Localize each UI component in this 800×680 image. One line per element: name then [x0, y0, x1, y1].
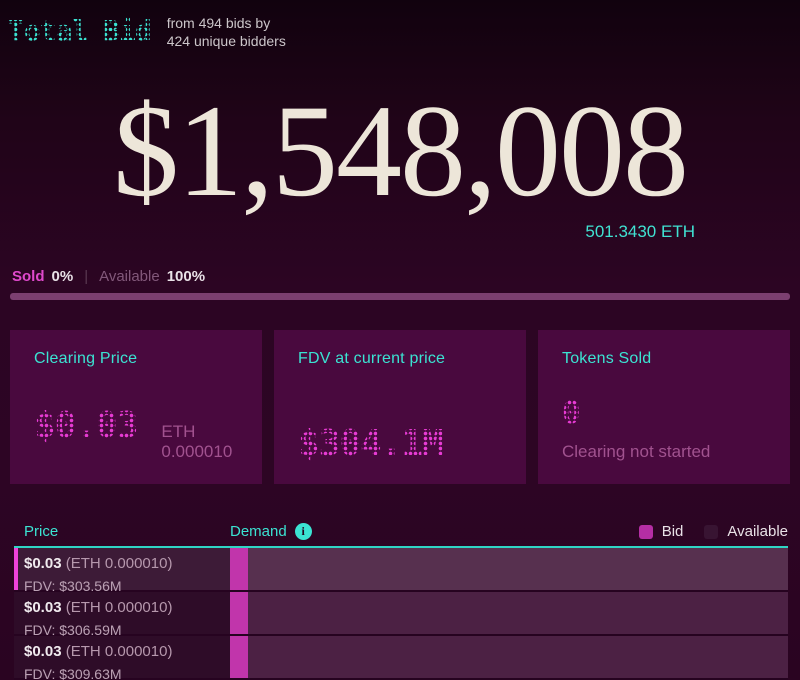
available-value: 100% [166, 268, 206, 286]
clearing-price-card: Clearing Price $0.03 ETH 0.000010 [10, 330, 262, 485]
row-fdv: FDV: $309.63M [24, 666, 122, 680]
chart-legend: Bid Available [638, 523, 788, 541]
clearing-price-eth: ETH 0.000010 [161, 422, 233, 462]
row-price-eth: (ETH 0.000010) [65, 599, 173, 617]
bid-legend-label: Bid [661, 523, 684, 541]
demand-cell [230, 548, 788, 591]
bid-bar [230, 548, 248, 591]
bid-bar [230, 592, 248, 635]
available-legend-label: Available [727, 523, 788, 541]
available-label: Available [99, 268, 160, 286]
bid-bar [230, 636, 248, 679]
price-cell: $0.03 (ETH 0.000010) FDV: $306.59M [14, 592, 230, 638]
available-bar [248, 636, 788, 679]
demand-column-header: Demand [230, 523, 287, 541]
clearing-price-value: $0.03 [34, 405, 138, 447]
page-header: Total Bid from 494 bids by 424 unique bi… [0, 12, 800, 74]
row-price-usd: $0.03 [24, 555, 62, 573]
table-header: Price Demand i Bid Available [14, 517, 788, 549]
available-bar [248, 548, 788, 591]
sold-label: Sold [12, 268, 45, 286]
tokens-sold-card: Tokens Sold 0 Clearing not started [538, 330, 790, 485]
sold-value: 0% [51, 268, 74, 286]
row-price-usd: $0.03 [24, 599, 62, 617]
bid-swatch [638, 524, 653, 539]
current-price-accent [14, 548, 18, 591]
price-column-header: Price [24, 523, 59, 541]
demand-table: Price Demand i Bid Available $0.03 (ETH … [14, 517, 788, 680]
bids-summary-text: from 494 bids by 424 unique bidders [166, 15, 286, 49]
row-fdv: FDV: $303.56M [24, 578, 122, 595]
price-cell: $0.03 (ETH 0.000010) FDV: $309.63M [14, 636, 230, 680]
divider: | [84, 268, 89, 286]
available-swatch [704, 524, 719, 539]
info-icon[interactable]: i [294, 523, 312, 541]
row-price-usd: $0.03 [24, 643, 62, 661]
supply-progress-bar [10, 293, 790, 301]
table-row[interactable]: $0.03 (ETH 0.000010) FDV: $303.56M [14, 548, 788, 594]
page-title: Total Bid [8, 12, 152, 50]
table-row[interactable]: $0.03 (ETH 0.000010) FDV: $306.59M [14, 592, 788, 638]
fdv-value: $304.1M [298, 423, 444, 465]
available-bar [248, 592, 788, 635]
row-price-eth: (ETH 0.000010) [65, 555, 173, 573]
row-fdv: FDV: $306.59M [24, 622, 122, 639]
row-price-eth: (ETH 0.000010) [65, 643, 173, 661]
fdv-card: FDV at current price $304.1M [274, 330, 526, 485]
card-title: FDV at current price [298, 350, 446, 368]
demand-cell [230, 636, 788, 679]
supply-status-row: Sold 0% | Available 100% [12, 268, 788, 285]
tokens-sold-value: 0 [562, 395, 581, 432]
price-cell: $0.03 (ETH 0.000010) FDV: $303.56M [14, 548, 230, 594]
total-bid-usd: $1,548,008 [113, 77, 689, 224]
table-row[interactable]: $0.03 (ETH 0.000010) FDV: $309.63M [14, 636, 788, 680]
total-bid-hero: $1,548,008 501.3430 ETH [0, 77, 800, 242]
stat-cards: Clearing Price $0.03 ETH 0.000010 FDV at… [10, 330, 790, 485]
card-title: Tokens Sold [562, 350, 652, 368]
total-bid-eth: 501.3430 ETH [585, 222, 695, 242]
demand-cell [230, 592, 788, 635]
clearing-status-text: Clearing not started [562, 442, 711, 462]
card-title: Clearing Price [34, 350, 138, 368]
